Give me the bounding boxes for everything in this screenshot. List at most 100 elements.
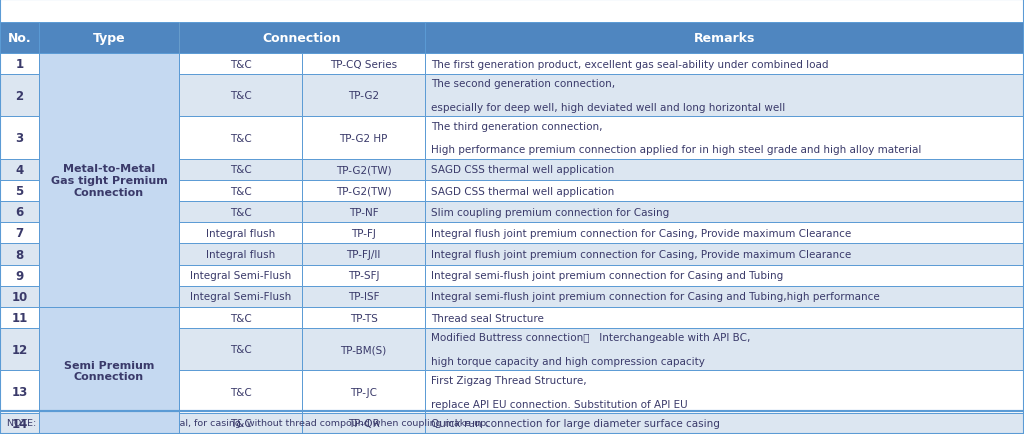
Bar (0, 159, 39, 181)
Bar (179, 244, 302, 265)
Text: Connection: Connection (263, 32, 341, 45)
Text: 5: 5 (15, 184, 24, 197)
Text: Integral flush joint premium connection for Casing, Provide maximum Clearance: Integral flush joint premium connection … (431, 250, 851, 260)
Text: 9: 9 (15, 269, 24, 282)
Text: TP-TS: TP-TS (349, 313, 378, 323)
Bar (39, 244, 179, 265)
Text: Quick run connection for large diameter surface casing: Quick run connection for large diameter … (431, 418, 720, 428)
Bar (39, 181, 179, 202)
Bar (0, 54, 39, 75)
Bar (425, 244, 1024, 265)
Bar (179, 75, 302, 117)
Text: Integral Semi-Flush: Integral Semi-Flush (190, 292, 291, 302)
Bar (179, 181, 302, 202)
Bar (302, 244, 425, 265)
Bar (302, 181, 425, 202)
Bar (425, 159, 1024, 181)
Bar (39, 75, 179, 117)
Text: Modified Buttress connection，   Interchangeable with API BC,: Modified Buttress connection， Interchang… (431, 333, 751, 343)
Bar (179, 371, 302, 413)
Text: 11: 11 (11, 311, 28, 324)
Text: high torque capacity and high compression capacity: high torque capacity and high compressio… (431, 356, 705, 366)
Bar (0, 307, 39, 329)
Text: Integral Semi-Flush: Integral Semi-Flush (190, 271, 291, 280)
Bar (0, 23, 1024, 54)
Bar (0, 244, 39, 265)
Bar (0, 411, 1024, 434)
Text: Metal-to-Metal
Gas tight Premium
Connection: Metal-to-Metal Gas tight Premium Connect… (50, 164, 168, 197)
Text: T&C: T&C (229, 418, 252, 428)
Bar (39, 329, 179, 371)
Bar (302, 329, 425, 371)
Text: Type: Type (93, 32, 125, 45)
Text: TP-CQ Series: TP-CQ Series (330, 59, 397, 69)
Bar (0, 411, 1024, 434)
Bar (425, 75, 1024, 117)
Bar (302, 371, 425, 413)
Bar (179, 54, 302, 75)
Text: 6: 6 (15, 206, 24, 219)
Bar (179, 413, 302, 434)
Bar (39, 223, 179, 244)
Text: 4: 4 (15, 164, 24, 177)
Text: Integral semi-flush joint premium connection for Casing and Tubing,high performa: Integral semi-flush joint premium connec… (431, 292, 880, 302)
Bar (302, 159, 425, 181)
Bar (302, 75, 425, 117)
Text: SAGD CSS thermal well application: SAGD CSS thermal well application (431, 186, 614, 196)
Text: TP-FJ/II: TP-FJ/II (346, 250, 381, 260)
Bar (179, 117, 302, 159)
Text: 2: 2 (15, 89, 24, 102)
Text: TP-G2(TW): TP-G2(TW) (336, 186, 391, 196)
Bar (0, 413, 39, 434)
Bar (39, 265, 179, 286)
Text: The second generation connection,: The second generation connection, (431, 79, 615, 89)
Bar (39, 286, 179, 307)
Text: TP-NF: TP-NF (349, 207, 378, 217)
Text: Integral flush joint premium connection for Casing, Provide maximum Clearance: Integral flush joint premium connection … (431, 228, 851, 238)
Text: TP-JC: TP-JC (350, 387, 377, 397)
Bar (302, 413, 425, 434)
Bar (302, 202, 425, 223)
Text: High performance premium connection applied for in high steel grade and high all: High performance premium connection appl… (431, 145, 922, 155)
Bar (425, 371, 1024, 413)
Text: TP-QR: TP-QR (347, 418, 380, 428)
Bar (425, 223, 1024, 244)
Text: The first generation product, excellent gas seal-ability under combined load: The first generation product, excellent … (431, 59, 828, 69)
Bar (0, 286, 39, 307)
Bar (179, 223, 302, 244)
Text: T&C: T&C (229, 207, 252, 217)
Text: 7: 7 (15, 227, 24, 240)
Text: Slim coupling premium connection for Casing: Slim coupling premium connection for Cas… (431, 207, 670, 217)
Text: TP-FJ: TP-FJ (351, 228, 376, 238)
Text: 14: 14 (11, 417, 28, 430)
Text: TP-G2: TP-G2 (348, 91, 379, 101)
Text: TP-G2(TW): TP-G2(TW) (336, 165, 391, 175)
Bar (0, 202, 39, 223)
Bar (0, 371, 39, 413)
Text: T&C: T&C (229, 91, 252, 101)
Bar (39, 307, 179, 329)
Text: T&C: T&C (229, 186, 252, 196)
Bar (0, 223, 39, 244)
Text: 8: 8 (15, 248, 24, 261)
Text: NOTE: Dope free Technology, Optional, for casing, without thread compound when c: NOTE: Dope free Technology, Optional, fo… (7, 418, 489, 427)
Text: No.: No. (7, 32, 32, 45)
Text: replace API EU connection. Substitution of API EU: replace API EU connection. Substitution … (431, 398, 688, 408)
Text: TP-SFJ: TP-SFJ (348, 271, 379, 280)
Text: T&C: T&C (229, 345, 252, 355)
Bar (39, 54, 179, 307)
Bar (0, 75, 39, 117)
Bar (179, 286, 302, 307)
Bar (0, 117, 39, 159)
Bar (179, 159, 302, 181)
Bar (179, 202, 302, 223)
Bar (425, 54, 1024, 75)
Text: TP-BM(S): TP-BM(S) (340, 345, 387, 355)
Bar (39, 307, 179, 434)
Bar (425, 307, 1024, 329)
Text: Remarks: Remarks (694, 32, 755, 45)
Bar (39, 117, 179, 159)
Bar (425, 329, 1024, 371)
Bar (425, 265, 1024, 286)
Text: 12: 12 (11, 343, 28, 356)
